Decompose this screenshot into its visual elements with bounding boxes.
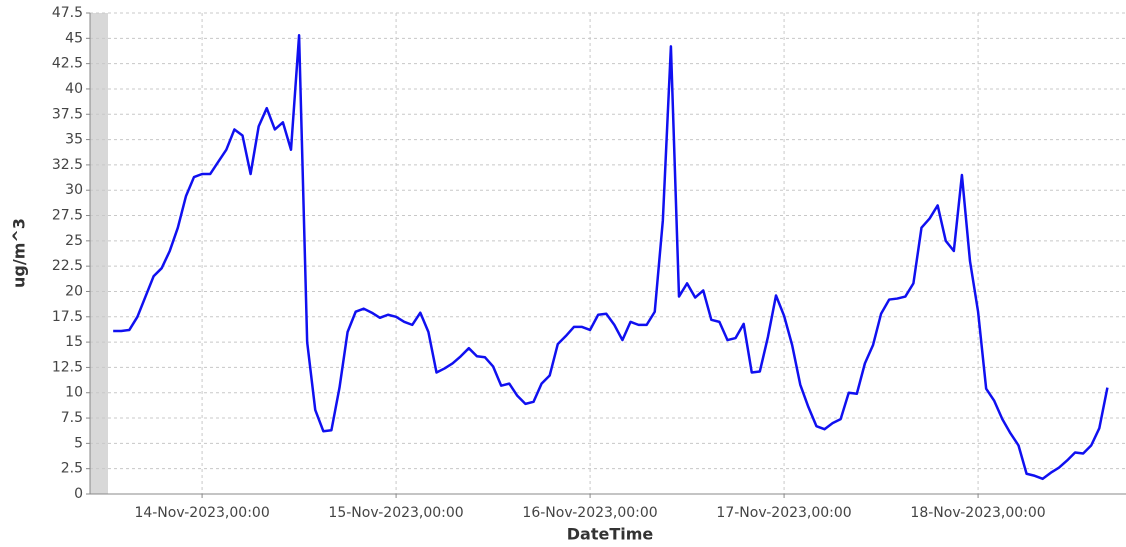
y-tick-label: 37.5 (52, 106, 83, 122)
y-axis-title: ug/m^3 (10, 218, 29, 288)
y-tick-label: 0 (74, 486, 83, 502)
y-tick-label: 25 (65, 233, 83, 249)
x-tick-label: 17-Nov-2023,00:00 (716, 505, 851, 521)
y-tick-label: 2.5 (61, 461, 83, 477)
plot-margin (90, 13, 108, 494)
x-tick-label: 18-Nov-2023,00:00 (910, 505, 1045, 521)
x-axis-title: DateTime (567, 525, 654, 544)
y-tick-label: 20 (65, 283, 83, 299)
y-tick-label: 30 (65, 182, 83, 198)
x-tick-label: 16-Nov-2023,00:00 (522, 505, 657, 521)
y-tick-label: 47.5 (52, 5, 83, 21)
y-tick-label: 22.5 (52, 258, 83, 274)
data-line (113, 34, 1109, 481)
y-tick-label: 42.5 (52, 56, 83, 72)
y-tick-label: 5 (74, 435, 83, 451)
y-tick-label: 35 (65, 132, 83, 148)
y-tick-label: 45 (65, 30, 83, 46)
y-tick-label: 32.5 (52, 157, 83, 173)
plot-background (90, 13, 1126, 494)
y-tick-label: 27.5 (52, 208, 83, 224)
y-tick-label: 7.5 (61, 410, 83, 426)
y-tick-label: 17.5 (52, 309, 83, 325)
y-tick-label: 12.5 (52, 359, 83, 375)
x-tick-label: 14-Nov-2023,00:00 (134, 505, 269, 521)
y-tick-label: 15 (65, 334, 83, 350)
y-tick-label: 10 (65, 385, 83, 401)
y-tick-label: 40 (65, 81, 83, 97)
x-tick-label: 15-Nov-2023,00:00 (328, 505, 463, 521)
